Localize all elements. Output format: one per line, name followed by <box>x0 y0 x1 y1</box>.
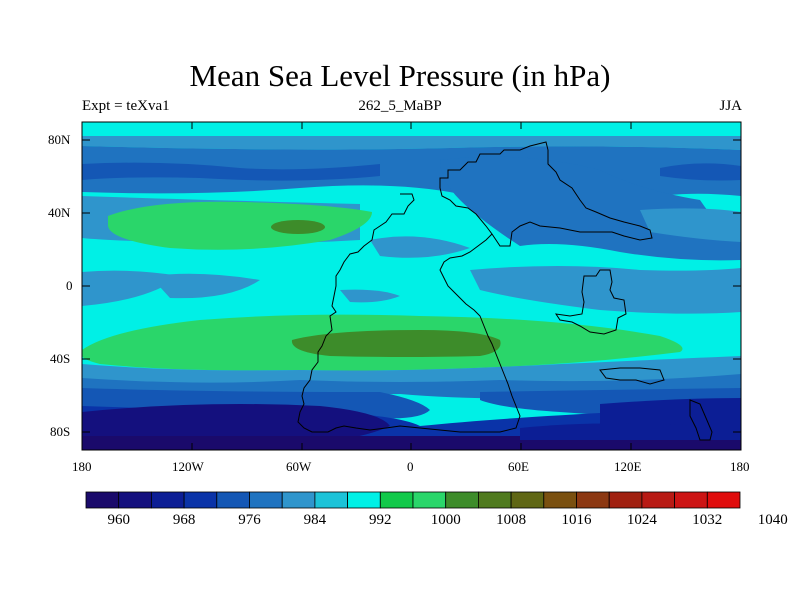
colorbar-label: 968 <box>172 512 196 528</box>
colorbar-swatch <box>510 491 545 509</box>
colorbar-swatch <box>85 491 120 509</box>
x-tick-label: 60E <box>508 459 529 474</box>
field-band <box>82 356 741 385</box>
y-tick-label: 40N <box>48 205 71 220</box>
colorbar-label: 1008 <box>496 512 527 528</box>
colorbar-swatch <box>445 491 479 509</box>
experiment-label: Expt = teXva1 <box>82 98 170 114</box>
colorbar-swatch <box>249 491 283 509</box>
colorbar-swatch <box>543 491 577 509</box>
center-label: 262_5_MaBP <box>358 98 442 114</box>
field-low <box>520 423 741 440</box>
colorbar-label: 976 <box>238 512 261 528</box>
field-band <box>340 289 400 303</box>
field-band <box>470 266 741 314</box>
y-tick-label: 80N <box>48 132 71 147</box>
colorbar-swatch <box>641 491 676 509</box>
colorbar-label: 960 <box>107 512 130 528</box>
coastline <box>297 141 713 441</box>
colorbar-label: 1032 <box>692 512 723 528</box>
field-band <box>150 273 260 299</box>
colorbar-swatch <box>477 491 512 509</box>
field-band <box>640 208 741 242</box>
x-tick-label: 180 <box>72 459 92 474</box>
y-tick-label: 0 <box>66 278 73 293</box>
season-label: JJA <box>719 98 742 114</box>
colorbar-swatch <box>674 491 708 509</box>
x-tick-label: 0 <box>407 459 414 474</box>
x-tick-label: 60W <box>286 459 312 474</box>
colorbar-swatch <box>281 491 316 509</box>
colorbar-label: 992 <box>369 512 392 528</box>
colorbar-label: 1016 <box>561 512 592 528</box>
colorbar-swatch <box>379 491 414 509</box>
colorbar-label: 984 <box>303 512 327 528</box>
colorbar-swatch <box>576 491 610 509</box>
x-tick-label: 180 <box>730 459 750 474</box>
field-high-core <box>291 330 501 357</box>
colorbar-label: 1000 <box>430 512 461 528</box>
colorbar-swatch <box>706 491 741 509</box>
field-high <box>108 201 372 250</box>
colorbar-swatch <box>150 491 185 509</box>
colorbar-swatch <box>412 491 447 509</box>
colorbar-swatch <box>347 491 381 509</box>
chart-title: Mean Sea Level Pressure (in hPa) <box>189 58 611 93</box>
colorbar-swatch <box>183 491 218 509</box>
colorbar-label: 1024 <box>626 512 657 528</box>
colorbar-label: 1040 <box>757 512 788 528</box>
x-tick-label: 120E <box>614 459 642 474</box>
field-band <box>660 163 741 181</box>
colorbar-swatch <box>216 491 250 509</box>
axis-ticks <box>81 122 742 450</box>
y-tick-label: 40S <box>50 351 71 366</box>
colorbar-swatch <box>314 491 348 509</box>
colorbar-swatch <box>608 491 643 509</box>
field-band <box>370 236 470 258</box>
field-band <box>82 162 380 181</box>
colorbar-swatch <box>118 491 152 509</box>
colorbar <box>85 491 741 509</box>
field-high-core <box>271 220 325 234</box>
y-tick-label: 80S <box>50 424 71 439</box>
x-tick-label: 120W <box>172 459 204 474</box>
field-band <box>440 156 741 261</box>
field-band <box>82 136 741 150</box>
